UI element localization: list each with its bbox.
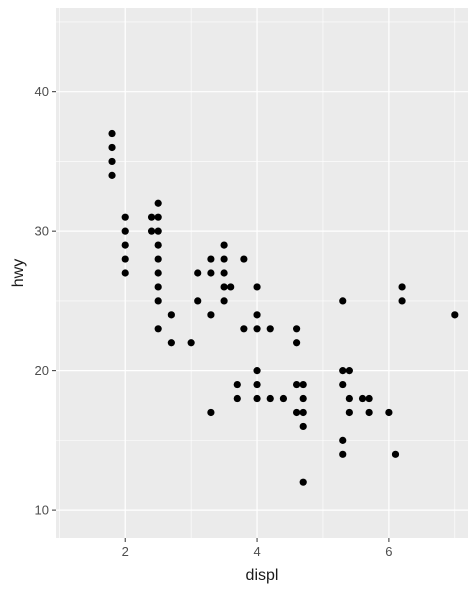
data-point (339, 450, 347, 458)
data-point (299, 478, 307, 486)
data-point (299, 380, 307, 389)
data-point (207, 255, 215, 263)
data-point (154, 241, 162, 249)
y-axis-title: hwy (10, 259, 27, 287)
y-tick-label: 30 (35, 224, 49, 239)
data-point (154, 269, 162, 277)
data-point (108, 171, 116, 179)
y-tick-label: 20 (35, 363, 49, 378)
data-point (253, 283, 261, 291)
data-point (345, 408, 353, 417)
y-tick-label: 10 (35, 503, 49, 518)
data-point (154, 255, 162, 263)
data-point (147, 213, 156, 221)
data-point (121, 241, 129, 249)
data-point (187, 339, 195, 347)
data-point (391, 450, 400, 458)
data-point (339, 436, 347, 444)
data-point (299, 394, 307, 403)
data-point (299, 422, 307, 431)
data-point (108, 143, 116, 152)
data-point (339, 367, 347, 375)
data-point (233, 380, 241, 389)
x-tick-label: 4 (253, 544, 260, 559)
data-point (293, 325, 301, 333)
data-point (121, 227, 129, 235)
data-point (207, 311, 215, 319)
data-point (194, 269, 202, 277)
data-point (339, 380, 347, 389)
data-point (154, 297, 162, 305)
data-point (167, 339, 175, 347)
data-point (154, 213, 162, 221)
data-point (154, 227, 162, 235)
x-tick-label: 2 (122, 544, 129, 559)
data-points (108, 129, 459, 486)
data-point (365, 408, 373, 417)
data-point (266, 325, 274, 333)
data-point (121, 269, 129, 277)
data-point (398, 297, 406, 305)
data-point (293, 339, 301, 347)
data-point (240, 325, 248, 333)
data-point (220, 255, 228, 263)
data-point (385, 408, 393, 417)
x-axis-title: displ (246, 567, 279, 584)
data-point (108, 157, 116, 166)
data-point (279, 394, 288, 403)
data-point (121, 213, 129, 221)
data-point (220, 283, 228, 291)
data-point (266, 394, 274, 403)
data-point (253, 311, 261, 319)
data-point (220, 297, 228, 305)
x-tick-label: 6 (385, 544, 392, 559)
data-point (154, 199, 162, 207)
data-point (108, 129, 116, 138)
data-point (194, 297, 202, 305)
data-point (253, 394, 261, 403)
y-axis: 10 20 30 40 (35, 84, 56, 518)
plot-panel (56, 8, 468, 538)
data-point (167, 311, 175, 319)
data-point (253, 367, 261, 375)
data-point (293, 408, 301, 417)
data-point (365, 394, 373, 403)
data-point (207, 269, 215, 277)
data-point (240, 255, 248, 263)
data-point (154, 325, 162, 333)
data-point (451, 311, 459, 319)
data-point (299, 408, 307, 417)
y-tick-label: 40 (35, 84, 49, 99)
data-point (345, 394, 353, 403)
data-point (227, 283, 235, 291)
data-point (253, 380, 261, 389)
data-point (398, 283, 406, 291)
data-point (154, 283, 162, 291)
x-axis: 2 4 6 (122, 538, 393, 559)
data-point (345, 367, 353, 375)
data-point (293, 380, 301, 389)
data-point (233, 394, 241, 403)
data-point (121, 255, 129, 263)
data-point (358, 394, 367, 403)
data-point (207, 408, 215, 417)
data-point (339, 297, 347, 305)
data-point (220, 241, 228, 249)
data-point (220, 269, 228, 277)
data-point (147, 227, 156, 235)
data-point (253, 325, 261, 333)
